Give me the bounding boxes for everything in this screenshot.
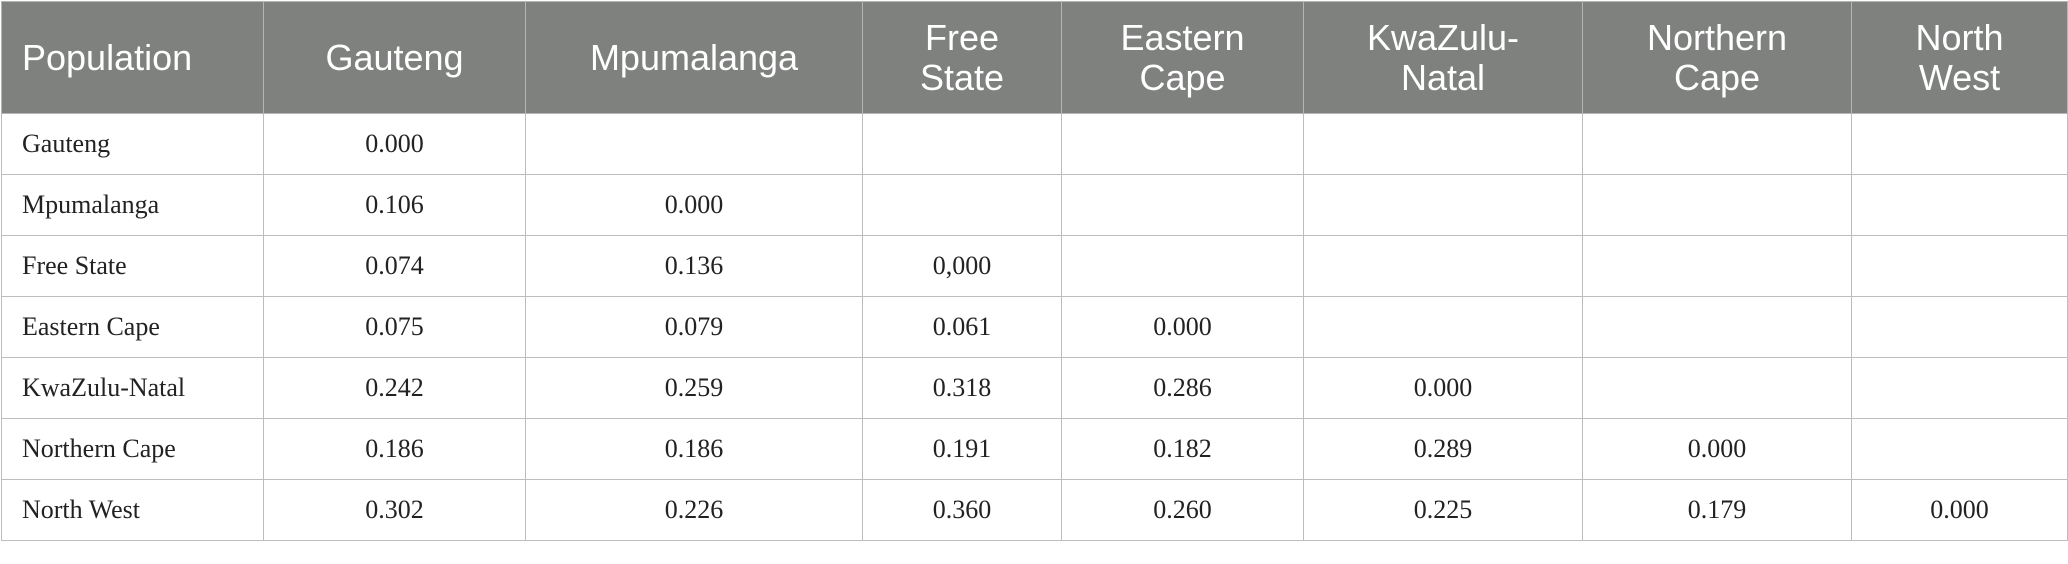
cell: 0.360 [862, 479, 1062, 541]
distance-table: Population Gauteng Mpumalanga Free State Eas… [1, 1, 2068, 541]
empty-cell [1061, 174, 1304, 236]
cell: 0.000 [1851, 479, 2068, 541]
empty-cell [1303, 235, 1583, 297]
cell: 0,000 [862, 235, 1062, 297]
empty-cell [1303, 174, 1583, 236]
empty-cell [1582, 235, 1852, 297]
cell: 0.074 [263, 235, 526, 297]
table-row: Northern Cape 0.186 0.186 0.191 0.182 0.289 0.… [1, 418, 2068, 480]
column-header-text: Mpumalanga [589, 36, 799, 78]
empty-cell [1582, 296, 1852, 358]
empty-cell [1303, 296, 1583, 358]
empty-cell [1851, 174, 2068, 236]
cell: 0.242 [263, 357, 526, 419]
empty-cell [1851, 418, 2068, 480]
empty-cell [1582, 174, 1852, 236]
column-header: North West [1851, 1, 2068, 114]
table-header: Population Gauteng Mpumalanga Free State Eas… [1, 1, 2068, 114]
cell: 0.075 [263, 296, 526, 358]
empty-cell [1582, 113, 1852, 175]
cell: 0.186 [263, 418, 526, 480]
empty-cell [1851, 113, 2068, 175]
row-label: Gauteng [1, 113, 264, 175]
cell: 0.061 [862, 296, 1062, 358]
row-label: Mpumalanga [1, 174, 264, 236]
cell: 0.289 [1303, 418, 1583, 480]
column-header-text: KwaZulu-Natal [1366, 16, 1520, 98]
cell: 0.000 [525, 174, 863, 236]
empty-cell [1851, 357, 2068, 419]
cell: 0.302 [263, 479, 526, 541]
empty-cell [1061, 113, 1304, 175]
cell: 0.186 [525, 418, 863, 480]
table-body: Gauteng 0.000 Mpumalanga 0.106 0.000 Free Sta… [1, 113, 2068, 541]
row-label: Eastern Cape [1, 296, 264, 358]
cell: 0.260 [1061, 479, 1304, 541]
empty-cell [1061, 235, 1304, 297]
cell: 0.000 [1061, 296, 1304, 358]
cell: 0.318 [862, 357, 1062, 419]
cell: 0.225 [1303, 479, 1583, 541]
column-header-text: Northern Cape [1646, 16, 1788, 98]
table-row: Eastern Cape 0.075 0.079 0.061 0.000 [1, 296, 2068, 358]
cell: 0.000 [263, 113, 526, 175]
empty-cell [1851, 235, 2068, 297]
empty-cell [862, 113, 1062, 175]
cell: 0.182 [1061, 418, 1304, 480]
column-header: Eastern Cape [1061, 1, 1304, 114]
table-row: KwaZulu-Natal 0.242 0.259 0.318 0.286 0.000 [1, 357, 2068, 419]
column-header: Northern Cape [1582, 1, 1852, 114]
header-row: Population Gauteng Mpumalanga Free State Eas… [1, 1, 2068, 114]
table-row: North West 0.302 0.226 0.360 0.260 0.225 0.179… [1, 479, 2068, 541]
row-label: Free State [1, 235, 264, 297]
empty-cell [862, 174, 1062, 236]
cell: 0.226 [525, 479, 863, 541]
cell: 0.000 [1303, 357, 1583, 419]
cell: 0.079 [525, 296, 863, 358]
column-header: KwaZulu-Natal [1303, 1, 1583, 114]
column-header: Mpumalanga [525, 1, 863, 114]
cell: 0.259 [525, 357, 863, 419]
column-header-text: North West [1915, 16, 2004, 98]
row-label: Northern Cape [1, 418, 264, 480]
column-header: Gauteng [263, 1, 526, 114]
cell: 0.191 [862, 418, 1062, 480]
empty-cell [1582, 357, 1852, 419]
table-row: Mpumalanga 0.106 0.000 [1, 174, 2068, 236]
cell: 0.000 [1582, 418, 1852, 480]
column-header-text: Gauteng [325, 36, 464, 78]
empty-cell [525, 113, 863, 175]
table-row: Free State 0.074 0.136 0,000 [1, 235, 2068, 297]
column-header-text: Population [22, 36, 193, 78]
column-header: Free State [862, 1, 1062, 114]
column-header-text: Eastern Cape [1120, 16, 1245, 98]
row-label: North West [1, 479, 264, 541]
column-header: Population [1, 1, 264, 114]
table-row: Gauteng 0.000 [1, 113, 2068, 175]
cell: 0.136 [525, 235, 863, 297]
empty-cell [1303, 113, 1583, 175]
row-label: KwaZulu-Natal [1, 357, 264, 419]
cell: 0.286 [1061, 357, 1304, 419]
cell: 0.106 [263, 174, 526, 236]
cell: 0.179 [1582, 479, 1852, 541]
empty-cell [1851, 296, 2068, 358]
column-header-text: Free State [919, 16, 1005, 98]
